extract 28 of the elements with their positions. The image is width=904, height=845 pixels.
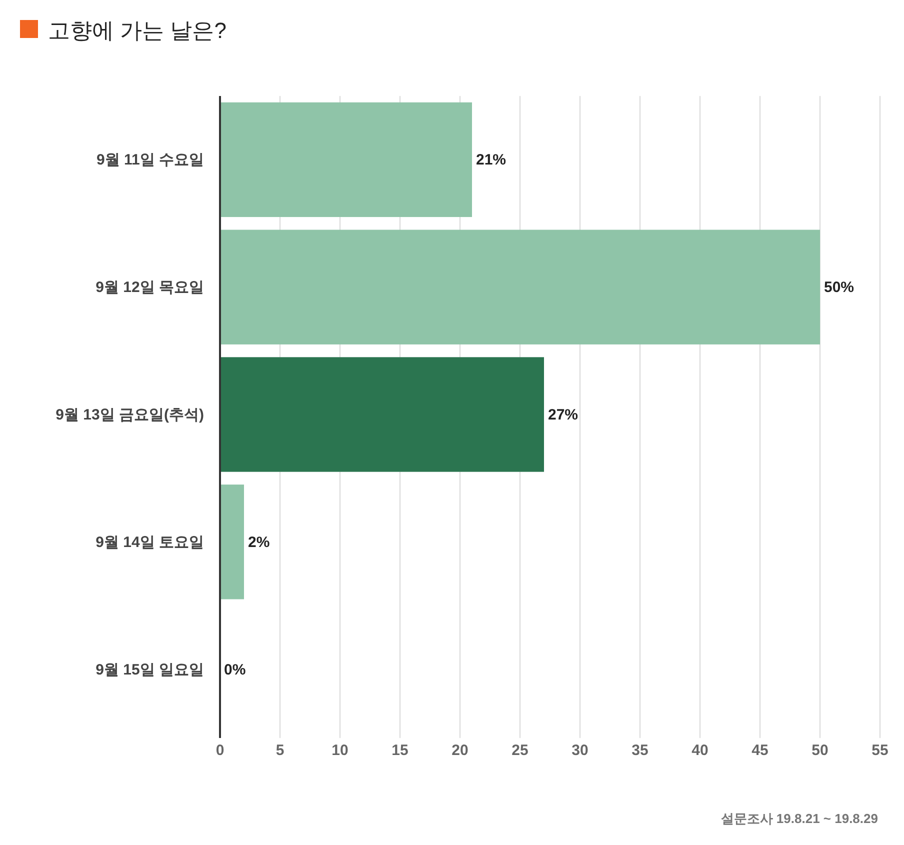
data-label: 0%	[224, 661, 246, 678]
y-tick-label: 9월 14일 토요일	[96, 534, 204, 551]
text: 설문조사 19.8.21 ~ 19.8.29	[720, 811, 878, 826]
x-tick-label: 35	[632, 742, 648, 759]
y-tick-label: 9월 15일 일요일	[96, 661, 204, 678]
data-label: 27%	[548, 406, 578, 424]
data-label: 21%	[476, 152, 506, 169]
x-tick-label: 20	[452, 742, 468, 759]
bar	[220, 102, 472, 218]
x-tick-label: 50	[812, 742, 828, 759]
bar	[220, 230, 820, 344]
data-label: 2%	[248, 534, 270, 551]
x-tick-label: 10	[332, 742, 348, 759]
x-tick-label: 0	[216, 742, 224, 759]
y-tick-label: 9월 13일 금요일(추석)	[56, 406, 204, 424]
x-tick-label: 55	[872, 742, 888, 759]
chart-title: 고향에 가는 날은?	[48, 18, 226, 43]
x-tick-label: 45	[752, 742, 768, 759]
y-tick-label: 9월 11일 수요일	[96, 152, 204, 169]
bar	[220, 357, 544, 472]
data-label: 50%	[824, 279, 854, 296]
x-tick-label: 15	[392, 742, 408, 759]
x-tick-label: 40	[692, 742, 708, 759]
y-tick-label: 9월 12일 목요일	[96, 279, 204, 296]
x-tick-label: 30	[572, 742, 588, 759]
x-tick-label: 25	[512, 742, 528, 759]
bar	[220, 484, 244, 600]
x-tick-label: 5	[276, 742, 284, 759]
